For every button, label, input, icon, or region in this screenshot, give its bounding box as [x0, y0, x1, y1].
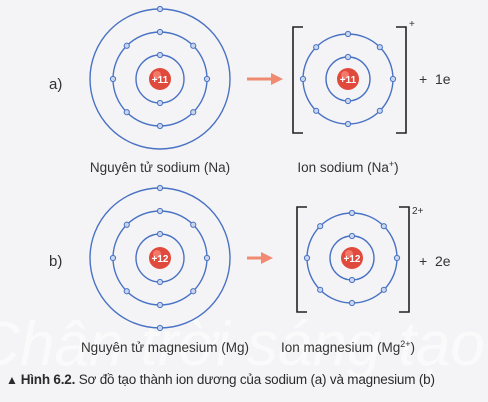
- electron: [348, 232, 356, 240]
- ion-bracket-right: [396, 26, 407, 134]
- nucleus-highlight: [345, 250, 353, 258]
- electron: [393, 254, 401, 262]
- nucleus-highlight: [153, 71, 161, 79]
- row-a-label: a): [49, 76, 62, 93]
- sodium-atom-caption: Nguyên tử sodium (Na): [90, 160, 230, 175]
- electron: [156, 28, 164, 36]
- electron: [190, 109, 197, 116]
- electron: [376, 44, 383, 51]
- magnesium-atom-caption: Nguyên tử magnesium (Mg): [81, 340, 249, 355]
- nucleus-charge: +12: [152, 254, 169, 265]
- sodium-atom: +11: [89, 5, 231, 150]
- sodium-ion-caption: Ion sodium (Na+): [297, 159, 398, 175]
- magnesium-ion-charge: 2+: [412, 206, 424, 217]
- electron: [313, 44, 320, 51]
- electron: [317, 286, 324, 293]
- arrow-icon: [247, 73, 283, 85]
- electron: [156, 184, 164, 192]
- electron: [156, 278, 164, 286]
- ion-bracket-left: [292, 26, 303, 134]
- magnesium-atom: +12: [89, 184, 231, 332]
- electron: [317, 223, 324, 230]
- magnesium-ion: +12: [303, 209, 401, 307]
- electron: [123, 221, 130, 228]
- nucleus-charge: +11: [340, 75, 357, 86]
- figure-number: Hình 6.2.: [20, 372, 76, 387]
- electron: [380, 286, 387, 293]
- electron: [344, 120, 352, 128]
- electron: [123, 109, 130, 116]
- nucleus-charge: +12: [344, 254, 361, 265]
- electron: [109, 75, 117, 83]
- triangle-up-icon: ▲: [6, 373, 18, 387]
- electron: [203, 75, 211, 83]
- watermark: Chân trời sáng tạo: [0, 310, 485, 379]
- sodium-ion-charge: +: [409, 19, 415, 30]
- electron: [313, 107, 320, 114]
- figure-caption: ▲ Hình 6.2. Sơ đồ tạo thành ion dương của…: [6, 372, 488, 387]
- magnesium-ion-caption: Ion magnesium (Mg2+): [281, 339, 415, 355]
- electron: [344, 97, 352, 105]
- arrow-icon: [247, 252, 273, 264]
- electron: [190, 221, 197, 228]
- ion-bracket-left: [296, 206, 307, 313]
- electron: [299, 75, 307, 83]
- electron: [190, 288, 197, 295]
- electron: [156, 324, 164, 332]
- electron: [156, 99, 164, 107]
- electron: [203, 254, 211, 262]
- electron: [109, 254, 117, 262]
- ion-bracket-right: [399, 206, 410, 313]
- electron: [380, 223, 387, 230]
- electron: [156, 51, 164, 59]
- electron: [156, 207, 164, 215]
- nucleus-highlight: [153, 250, 161, 258]
- electron: [348, 299, 356, 307]
- electron: [156, 5, 164, 13]
- electron: [156, 301, 164, 309]
- electron: [348, 209, 356, 217]
- electron: [123, 42, 130, 49]
- figure-caption-text: Sơ đồ tạo thành ion dương của sodium (a)…: [75, 372, 435, 387]
- electron: [344, 30, 352, 38]
- electron: [344, 53, 352, 61]
- electron: [123, 288, 130, 295]
- magnesium-electrons-label: + 2e: [419, 253, 451, 269]
- electron: [156, 122, 164, 130]
- electron: [303, 254, 311, 262]
- electron: [348, 276, 356, 284]
- electron: [156, 230, 164, 238]
- nucleus-charge: +11: [152, 75, 169, 86]
- electron: [376, 107, 383, 114]
- sodium-electrons-label: + 1e: [419, 71, 451, 87]
- nucleus-highlight: [341, 71, 349, 79]
- electron: [389, 75, 397, 83]
- row-b-label: b): [49, 253, 62, 270]
- sodium-ion: +11: [299, 30, 397, 128]
- electron: [190, 42, 197, 49]
